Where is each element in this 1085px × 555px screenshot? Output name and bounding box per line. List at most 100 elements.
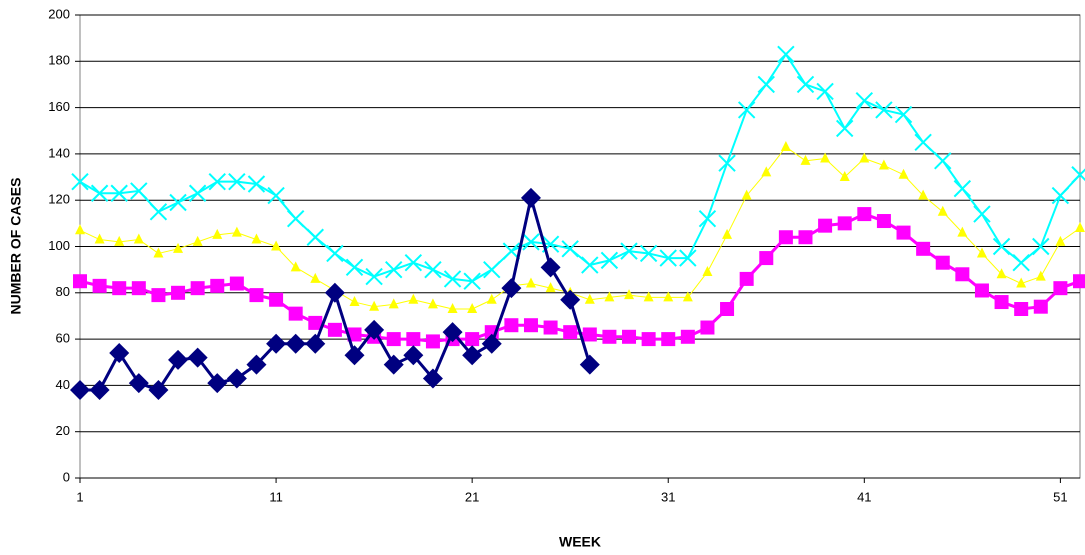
data-point bbox=[680, 329, 695, 344]
data-point bbox=[71, 172, 89, 191]
data-point bbox=[582, 327, 597, 342]
data-point bbox=[994, 295, 1009, 310]
data-point bbox=[777, 45, 795, 64]
data-point bbox=[226, 368, 247, 389]
data-point bbox=[481, 333, 502, 354]
data-point bbox=[916, 241, 931, 256]
data-point bbox=[266, 333, 287, 354]
series-line bbox=[79, 53, 1081, 283]
data-point bbox=[404, 253, 423, 272]
data-point bbox=[153, 247, 164, 258]
data-point bbox=[737, 101, 756, 119]
data-point bbox=[800, 154, 811, 165]
data-point bbox=[992, 237, 1011, 256]
data-point bbox=[502, 242, 521, 260]
y-tick-label: 40 bbox=[56, 377, 70, 392]
data-point bbox=[522, 233, 540, 251]
data-point bbox=[94, 233, 105, 244]
data-point bbox=[1033, 299, 1048, 314]
data-point bbox=[442, 322, 463, 343]
data-point bbox=[974, 283, 989, 298]
data-point bbox=[73, 274, 87, 289]
data-point bbox=[894, 105, 913, 124]
data-point bbox=[543, 320, 558, 335]
data-point bbox=[110, 184, 128, 202]
data-point bbox=[641, 332, 656, 347]
data-point bbox=[208, 172, 226, 191]
data-point bbox=[271, 240, 282, 251]
data-point bbox=[1073, 274, 1085, 289]
data-point bbox=[780, 140, 791, 151]
data-point bbox=[269, 292, 284, 307]
data-point bbox=[1014, 302, 1029, 317]
data-point bbox=[957, 226, 968, 237]
y-tick-label: 140 bbox=[48, 145, 70, 160]
data-point bbox=[718, 154, 736, 172]
data-point bbox=[388, 298, 399, 309]
data-point bbox=[212, 228, 223, 239]
data-point bbox=[364, 319, 385, 340]
data-point bbox=[914, 133, 932, 152]
data-point bbox=[251, 233, 262, 244]
data-point bbox=[761, 166, 772, 177]
data-point bbox=[620, 242, 638, 260]
data-point bbox=[347, 327, 362, 342]
data-point bbox=[463, 272, 481, 290]
data-point bbox=[443, 270, 462, 288]
data-point bbox=[857, 207, 872, 222]
data-point bbox=[462, 345, 483, 366]
data-point bbox=[837, 216, 852, 231]
data-point bbox=[70, 380, 90, 401]
data-point bbox=[148, 380, 169, 401]
data-point bbox=[563, 325, 578, 340]
data-point bbox=[267, 186, 285, 205]
data-point bbox=[739, 271, 754, 286]
data-point bbox=[545, 282, 556, 293]
data-point bbox=[349, 296, 360, 307]
series-line bbox=[79, 146, 1081, 310]
data-point bbox=[859, 152, 870, 163]
data-point bbox=[1012, 253, 1030, 272]
data-point bbox=[306, 228, 325, 246]
data-point bbox=[604, 291, 615, 302]
data-point bbox=[247, 175, 266, 193]
data-point bbox=[679, 249, 697, 267]
data-point bbox=[344, 345, 365, 366]
data-point bbox=[639, 244, 658, 263]
data-point bbox=[324, 282, 345, 303]
y-tick-label: 180 bbox=[48, 53, 70, 68]
data-point bbox=[1055, 235, 1066, 246]
data-point bbox=[996, 268, 1007, 279]
data-point bbox=[878, 159, 889, 170]
data-point bbox=[561, 240, 579, 258]
data-point bbox=[114, 235, 125, 246]
data-point bbox=[308, 315, 323, 330]
data-point bbox=[128, 373, 149, 394]
data-point bbox=[408, 293, 419, 304]
data-point bbox=[700, 320, 715, 335]
data-point bbox=[285, 333, 306, 354]
data-point bbox=[702, 265, 713, 276]
data-point bbox=[523, 318, 538, 333]
data-point bbox=[210, 278, 225, 293]
data-point bbox=[584, 293, 595, 304]
data-point bbox=[1032, 237, 1050, 256]
data-point bbox=[934, 152, 952, 170]
y-tick-label: 160 bbox=[48, 99, 70, 114]
x-axis-title: WEEK bbox=[559, 534, 601, 550]
data-point bbox=[403, 345, 424, 366]
data-point bbox=[310, 272, 321, 283]
data-point bbox=[112, 281, 127, 296]
data-point bbox=[525, 277, 536, 288]
data-point bbox=[520, 187, 541, 208]
data-point bbox=[876, 214, 891, 229]
data-point bbox=[231, 226, 242, 237]
data-point bbox=[424, 260, 442, 279]
data-point bbox=[168, 349, 189, 370]
data-point bbox=[369, 300, 380, 311]
data-point bbox=[422, 368, 443, 389]
data-point bbox=[935, 255, 950, 270]
data-point bbox=[1016, 277, 1027, 288]
data-point bbox=[955, 267, 970, 282]
